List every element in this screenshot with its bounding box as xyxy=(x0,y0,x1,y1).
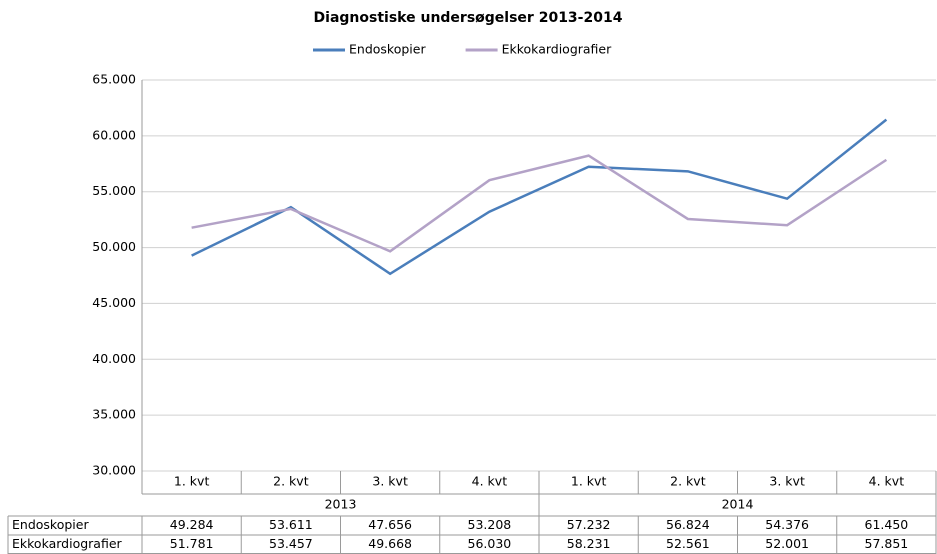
table-row-label: Endoskopier xyxy=(12,517,89,532)
table-value: 49.668 xyxy=(368,536,412,551)
table-value: 56.824 xyxy=(666,517,710,532)
series-line xyxy=(191,118,888,276)
x-tick-label: 4. kvt xyxy=(472,474,508,489)
legend-label: Endoskopier xyxy=(349,42,426,57)
y-tick-label: 45.000 xyxy=(92,295,136,310)
legend-label: Ekkokardiografier xyxy=(502,42,613,57)
x-tick-label: 2. kvt xyxy=(670,474,706,489)
chart-title: Diagnostiske undersøgelser 2013-2014 xyxy=(314,10,623,26)
table-value: 47.656 xyxy=(368,517,412,532)
table-value: 52.001 xyxy=(765,536,809,551)
table-value: 56.030 xyxy=(468,536,512,551)
x-tick-label: 3. kvt xyxy=(372,474,408,489)
x-tick-label: 1. kvt xyxy=(571,474,607,489)
y-tick-label: 30.000 xyxy=(92,463,136,478)
y-tick-label: 65.000 xyxy=(92,72,136,87)
table-value: 52.561 xyxy=(666,536,710,551)
table-value: 61.450 xyxy=(865,517,909,532)
table-value: 53.208 xyxy=(468,517,512,532)
x-tick-label: 3. kvt xyxy=(769,474,805,489)
table-row-label: Ekkokardiografier xyxy=(12,536,123,551)
x-tick-label: 4. kvt xyxy=(869,474,905,489)
table-value: 49.284 xyxy=(170,517,214,532)
y-tick-label: 40.000 xyxy=(92,351,136,366)
table-value: 58.231 xyxy=(567,536,611,551)
table-value: 54.376 xyxy=(765,517,809,532)
table-value: 53.611 xyxy=(269,517,313,532)
y-tick-label: 50.000 xyxy=(92,239,136,254)
y-tick-label: 35.000 xyxy=(92,407,136,422)
y-tick-label: 55.000 xyxy=(92,183,136,198)
table-value: 57.851 xyxy=(865,536,909,551)
table-value: 57.232 xyxy=(567,517,611,532)
table-value: 53.457 xyxy=(269,536,313,551)
series-line xyxy=(191,154,888,253)
x-tick-label: 2. kvt xyxy=(273,474,309,489)
x-tick-label: 1. kvt xyxy=(174,474,210,489)
group-label: 2013 xyxy=(325,497,357,512)
group-label: 2014 xyxy=(722,497,754,512)
y-tick-label: 60.000 xyxy=(92,127,136,142)
table-value: 51.781 xyxy=(170,536,214,551)
